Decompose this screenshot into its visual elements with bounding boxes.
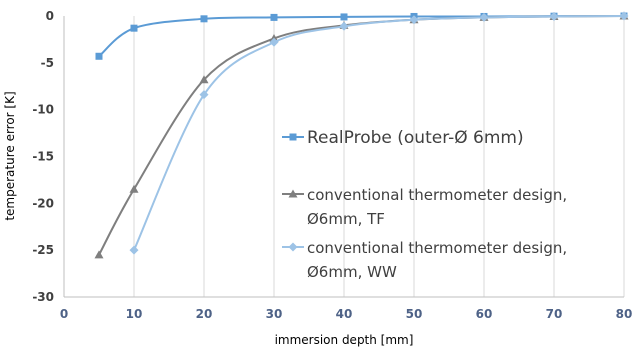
gridlines (133, 16, 625, 297)
series-line-1 (98, 15, 625, 58)
y-tick-label: -20 (32, 196, 54, 210)
data-point (409, 15, 419, 25)
legend-item-3: conventional thermometer design, Ø6mm, WW (282, 239, 567, 281)
legend: RealProbe (outer-Ø 6mm) conventional ther… (282, 128, 567, 281)
legend-item-2: conventional thermometer design, Ø6mm, TF (282, 186, 567, 228)
data-point (94, 250, 104, 259)
legend-label: conventional thermometer design, (307, 186, 567, 204)
x-tick-label: 0 (60, 307, 68, 321)
legend-swatch-marker (288, 242, 298, 252)
x-tick-label: 30 (266, 307, 283, 321)
legend-label: Ø6mm, TF (307, 210, 385, 228)
data-point (130, 24, 138, 32)
data-point (129, 184, 139, 193)
data-point (199, 75, 209, 84)
tick-labels: 0 10 20 30 40 50 60 70 80 0 -5 -10 -15 -20 -25 -30 (32, 9, 632, 321)
legend-swatch-marker (289, 133, 297, 141)
x-tick-label: 40 (336, 307, 353, 321)
data-point (619, 11, 629, 21)
series-3 (129, 11, 629, 255)
legend-label: RealProbe (outer-Ø 6mm) (307, 128, 524, 148)
data-point (549, 11, 559, 21)
data-point (340, 13, 348, 21)
series-line-3 (133, 15, 625, 251)
y-tick-label: -30 (32, 290, 54, 304)
x-tick-label: 20 (196, 307, 213, 321)
x-axis-label: immersion depth [mm] (275, 333, 414, 347)
data-point (95, 52, 103, 60)
data-point (200, 15, 208, 23)
x-tick-label: 10 (126, 307, 143, 321)
legend-label: conventional thermometer design, (307, 239, 567, 257)
data-point (199, 90, 209, 100)
y-tick-label: 0 (46, 9, 54, 23)
x-tick-label: 50 (406, 307, 423, 321)
data-point (339, 21, 349, 31)
x-tick-label: 70 (546, 307, 563, 321)
x-tick-label: 60 (476, 307, 493, 321)
y-tick-label: -25 (32, 243, 54, 257)
y-tick-label: -15 (32, 150, 54, 164)
y-axis-label: temperature error [K] (3, 91, 17, 220)
y-tick-label: -5 (41, 56, 54, 70)
axes (63, 16, 624, 298)
y-tick-label: -10 (32, 103, 54, 117)
x-tick-label: 80 (616, 307, 633, 321)
legend-swatch-marker (288, 189, 298, 198)
series-1 (95, 12, 628, 60)
legend-label: Ø6mm, WW (307, 263, 397, 281)
legend-item-1: RealProbe (outer-Ø 6mm) (282, 128, 524, 148)
data-point (269, 37, 279, 47)
data-point (270, 13, 278, 21)
data-point (479, 12, 489, 22)
series-group (94, 11, 629, 259)
data-point (129, 245, 139, 255)
